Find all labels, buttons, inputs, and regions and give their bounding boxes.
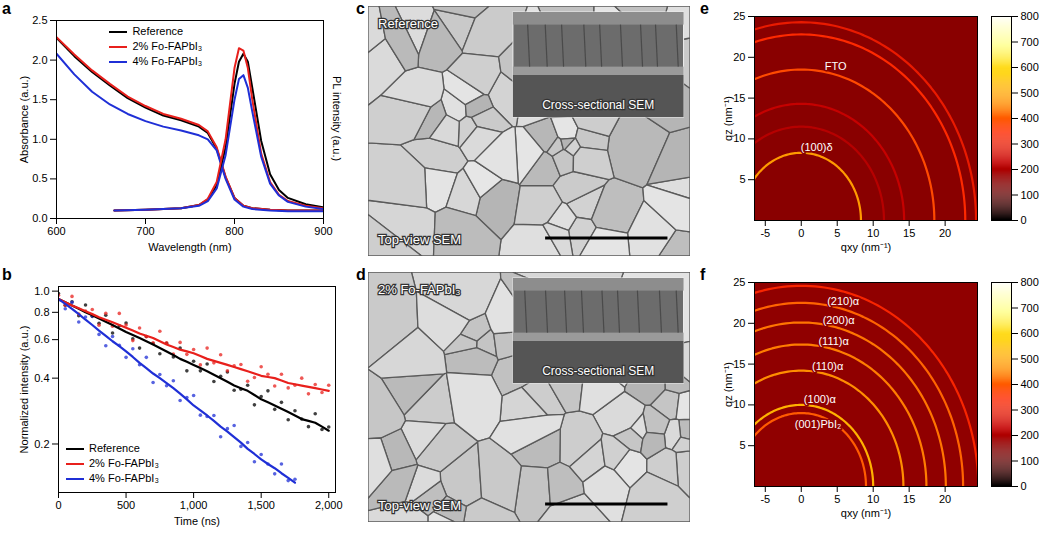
svg-text:500: 500 xyxy=(1021,353,1039,365)
svg-text:800: 800 xyxy=(1021,276,1039,288)
svg-text:600: 600 xyxy=(1021,327,1039,339)
svg-text:2% Fo-FAPbI₃: 2% Fo-FAPbI₃ xyxy=(378,282,461,297)
svg-text:200: 200 xyxy=(1021,163,1039,175)
svg-text:1.0: 1.0 xyxy=(32,133,47,145)
html-text:e: e xyxy=(700,0,709,17)
svg-text:10: 10 xyxy=(733,132,745,144)
svg-text:qxy (nm⁻¹): qxy (nm⁻¹) xyxy=(841,507,891,519)
svg-text:800: 800 xyxy=(225,225,243,237)
svg-text:20: 20 xyxy=(733,317,745,329)
svg-text:400: 400 xyxy=(1021,112,1039,124)
html-text:2% Fo-FAPbI₃: 2% Fo-FAPbI₃ xyxy=(132,40,203,52)
svg-text:5: 5 xyxy=(834,227,840,239)
svg-text:0: 0 xyxy=(55,499,61,511)
svg-text:1.5: 1.5 xyxy=(32,93,47,105)
svg-text:800: 800 xyxy=(1021,10,1039,22)
svg-text:25: 25 xyxy=(733,276,745,288)
svg-text:(110)α: (110)α xyxy=(812,360,844,372)
svg-text:700: 700 xyxy=(1021,302,1039,314)
svg-text:10: 10 xyxy=(867,493,879,505)
svg-text:10: 10 xyxy=(733,398,745,410)
svg-text:0.4: 0.4 xyxy=(34,372,49,384)
svg-text:Time (ns): Time (ns) xyxy=(174,515,220,527)
svg-text:300: 300 xyxy=(1021,138,1039,150)
svg-text:700: 700 xyxy=(136,225,154,237)
html-text:b: b xyxy=(2,266,12,283)
svg-text:5: 5 xyxy=(739,173,745,185)
html-text:4% Fo-FAPbI₃: 4% Fo-FAPbI₃ xyxy=(132,55,203,67)
svg-text:(001)PbI₂: (001)PbI₂ xyxy=(795,418,841,430)
html-text:Reference: Reference xyxy=(132,25,184,37)
svg-text:25: 25 xyxy=(733,10,745,22)
svg-text:(210)α: (210)α xyxy=(827,295,860,307)
svg-text:500: 500 xyxy=(117,499,135,511)
html-text:Reference: Reference xyxy=(89,442,140,454)
svg-text:Cross-sectional SEM: Cross-sectional SEM xyxy=(542,98,654,112)
svg-text:-5: -5 xyxy=(760,227,770,239)
svg-text:Top-view SEM: Top-view SEM xyxy=(378,498,461,513)
svg-text:2.5: 2.5 xyxy=(32,14,47,26)
svg-text:0.6: 0.6 xyxy=(34,333,49,345)
svg-text:2,000: 2,000 xyxy=(315,499,343,511)
svg-text:500: 500 xyxy=(1021,87,1039,99)
svg-text:(200)α: (200)α xyxy=(823,314,856,326)
svg-text:0.2: 0.2 xyxy=(34,438,49,450)
svg-text:600: 600 xyxy=(1021,61,1039,73)
html-text:4% Fo-FAPbI₃: 4% Fo-FAPbI₃ xyxy=(89,472,159,484)
svg-text:10: 10 xyxy=(867,227,879,239)
svg-text:Wavelength (nm): Wavelength (nm) xyxy=(148,241,231,253)
html-text:a: a xyxy=(2,0,11,17)
svg-text:300: 300 xyxy=(1021,404,1039,416)
svg-text:Top-view SEM: Top-view SEM xyxy=(378,232,461,247)
svg-text:0: 0 xyxy=(798,493,804,505)
svg-text:600: 600 xyxy=(47,225,65,237)
svg-text:Absorbance (a.u.): Absorbance (a.u.) xyxy=(18,76,30,163)
svg-text:Reference: Reference xyxy=(378,16,438,31)
svg-text:1.0: 1.0 xyxy=(34,285,49,297)
svg-text:0.0: 0.0 xyxy=(32,212,47,224)
svg-text:200: 200 xyxy=(1021,429,1039,441)
svg-text:5: 5 xyxy=(739,439,745,451)
svg-text:20: 20 xyxy=(939,493,951,505)
html-text:PL intensity (a.u.): PL intensity (a.u.) xyxy=(331,76,343,162)
svg-text:5: 5 xyxy=(834,493,840,505)
svg-text:100: 100 xyxy=(1021,189,1039,201)
svg-text:15: 15 xyxy=(903,493,915,505)
svg-text:2.0: 2.0 xyxy=(32,54,47,66)
svg-text:1,000: 1,000 xyxy=(180,499,208,511)
html-text:2% Fo-FAPbI₃: 2% Fo-FAPbI₃ xyxy=(89,457,159,469)
svg-text:400: 400 xyxy=(1021,378,1039,390)
svg-text:FTO: FTO xyxy=(825,60,847,72)
svg-text:900: 900 xyxy=(314,225,332,237)
svg-text:-5: -5 xyxy=(760,493,770,505)
svg-text:(111)α: (111)α xyxy=(818,335,849,347)
svg-text:15: 15 xyxy=(903,227,915,239)
svg-text:100: 100 xyxy=(1021,455,1039,467)
svg-text:(100)δ: (100)δ xyxy=(801,141,833,153)
html-text:c: c xyxy=(356,0,365,17)
svg-text:qz (nm⁻¹): qz (nm⁻¹) xyxy=(722,362,734,407)
svg-text:qz (nm⁻¹): qz (nm⁻¹) xyxy=(722,96,734,141)
svg-text:1,500: 1,500 xyxy=(247,499,275,511)
html-text:f: f xyxy=(700,266,706,283)
svg-text:qxy (nm⁻¹): qxy (nm⁻¹) xyxy=(841,241,891,253)
svg-text:(100)α: (100)α xyxy=(804,393,837,405)
svg-text:0: 0 xyxy=(1021,214,1027,226)
svg-text:Cross-sectional SEM: Cross-sectional SEM xyxy=(542,364,654,378)
svg-text:0: 0 xyxy=(1021,480,1027,492)
svg-text:15: 15 xyxy=(733,358,745,370)
svg-text:20: 20 xyxy=(733,51,745,63)
svg-text:15: 15 xyxy=(733,92,745,104)
svg-text:0.8: 0.8 xyxy=(34,306,49,318)
svg-text:700: 700 xyxy=(1021,36,1039,48)
svg-text:0: 0 xyxy=(798,227,804,239)
svg-text:0.5: 0.5 xyxy=(32,172,47,184)
html-text:d: d xyxy=(356,266,366,283)
svg-text:Normalized intensity (a.u.): Normalized intensity (a.u.) xyxy=(18,326,30,454)
svg-text:20: 20 xyxy=(939,227,951,239)
